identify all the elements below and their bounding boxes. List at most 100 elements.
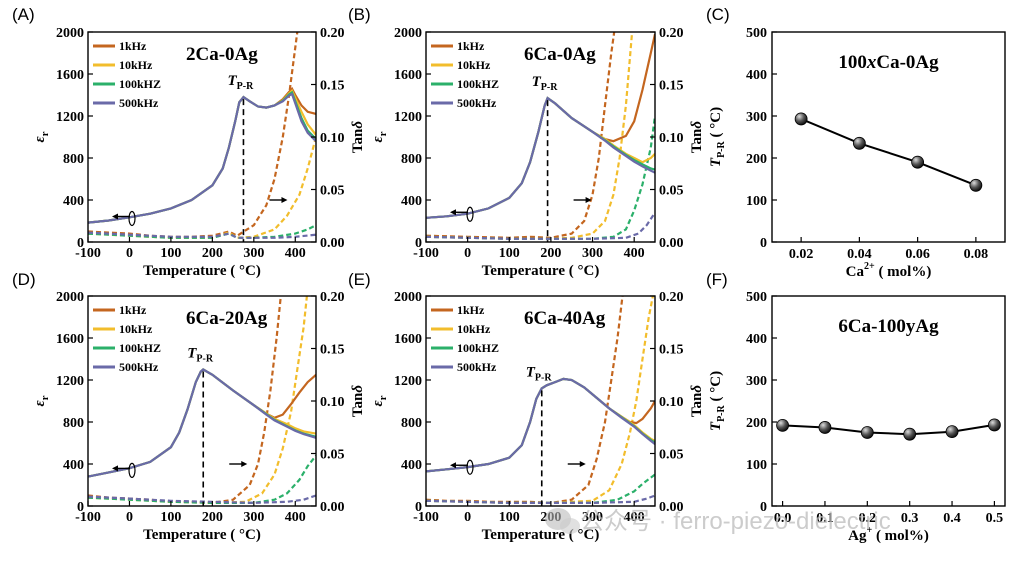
y-tick-label: 400 [401, 458, 422, 473]
eps-curve-500khz [426, 96, 655, 219]
x-tick-label: 0.4 [943, 511, 961, 526]
y2-tick-label: 0.00 [659, 236, 684, 251]
y2-tick-label: 0.00 [320, 236, 345, 251]
curves [88, 296, 316, 505]
x-tick-label: 0.1 [816, 511, 834, 526]
y-tick-label: 2000 [56, 290, 84, 305]
y-tick-label: 400 [63, 194, 84, 209]
y-tick-label: 800 [401, 152, 422, 167]
data-point [988, 418, 1001, 432]
x-tick-label: -100 [75, 510, 101, 525]
curves [426, 32, 655, 240]
x-tick-label: 0.0 [774, 511, 792, 526]
tan-curve-100khz [88, 454, 316, 504]
data-point [852, 136, 866, 150]
data-point [911, 155, 925, 169]
panel-label: (F) [706, 270, 728, 289]
y2-tick-label: 0.15 [659, 79, 684, 94]
x-tick-label: 400 [624, 510, 645, 525]
tpr-annotation: TP-R [532, 74, 559, 93]
y2-tick-label: 0.05 [320, 448, 345, 463]
curves [426, 296, 655, 505]
x-tick-label: 200 [202, 246, 223, 261]
data-point [794, 112, 808, 126]
x-axis-label: Ca2+ ( mol%) [846, 261, 932, 280]
y-tick-label: 0 [415, 236, 422, 251]
data-point [860, 426, 874, 439]
y-axis-label: TP-R ( °C) [708, 107, 727, 167]
tpr-annotation: TP-R [227, 73, 254, 92]
tan-axis-arrowhead [579, 461, 586, 467]
x-tick-label: 300 [243, 246, 264, 261]
y-tick-label: 1200 [56, 110, 84, 125]
y2-tick-label: 0.20 [320, 290, 345, 305]
y2-tick-label: 0.10 [320, 131, 345, 146]
x-tick-label: -100 [75, 246, 101, 261]
x-tick-label: 0.2 [859, 511, 877, 526]
eps-axis-arrowhead [112, 213, 118, 220]
x-tick-label: -100 [413, 510, 439, 525]
chart-title: 100xCa-0Ag [838, 52, 939, 73]
y2-tick-label: 0.15 [659, 343, 684, 358]
x-tick-label: 100 [499, 246, 520, 261]
y-tick-label: 300 [746, 110, 767, 125]
legend-label: 100kHZ [119, 341, 161, 355]
y2-tick-label: 0.10 [659, 395, 684, 410]
eps-curve-100khz [88, 90, 316, 224]
legend-label: 1kHz [457, 39, 485, 53]
y2-tick-label: 0.00 [320, 500, 345, 515]
y-tick-label: 800 [63, 416, 84, 431]
tan-curve-500khz [426, 211, 655, 240]
tan-curve-1khz [88, 296, 282, 505]
panel-a: (A)-100 0 100 200 300 40004008001200160020000… [12, 5, 366, 279]
x-tick-label: 200 [202, 510, 223, 525]
tpr-annotation: TP-R [526, 364, 553, 383]
legend-label: 1kHz [119, 39, 147, 53]
y2-tick-label: 0.20 [659, 290, 684, 305]
eps-curve-10khz [88, 88, 316, 224]
x-axis-label: Ag+ ( mol%) [848, 525, 929, 544]
eps-curve-500khz [88, 92, 316, 224]
trend-line [782, 423, 995, 436]
wechat-icon [545, 508, 580, 534]
x-tick-label: 0.5 [986, 511, 1004, 526]
y2-axis-label: Tanδ [689, 385, 705, 417]
y2-tick-label: 0.05 [659, 448, 684, 463]
y-tick-label: 400 [63, 458, 84, 473]
y-tick-label: 1600 [56, 68, 84, 83]
y-tick-label: 200 [746, 152, 767, 167]
y-tick-label: 0 [415, 500, 422, 515]
x-tick-label: 0 [126, 510, 133, 525]
x-tick-label: 100 [499, 510, 520, 525]
y2-tick-label: 0.15 [320, 79, 345, 94]
panel-e: (E)-100010020030040004008001200160020000… [348, 270, 705, 543]
x-tick-label: 0 [464, 510, 471, 525]
y-tick-label: 2000 [56, 26, 84, 41]
y-tick-label: 400 [746, 332, 767, 347]
x-axis-label: Temperature ( °C) [143, 263, 261, 279]
y-tick-label: 1200 [56, 374, 84, 389]
eps-curve-circle [466, 459, 474, 475]
wechat-icon-bubble-small [560, 518, 580, 534]
y2-tick-label: 0.20 [659, 26, 684, 41]
x-tick-label: 0.06 [905, 247, 930, 262]
panel-label: (E) [348, 270, 371, 289]
y-tick-label: 1200 [394, 110, 422, 125]
tan-curve-500khz [88, 231, 316, 239]
eps-curve-circle [466, 206, 474, 222]
tan-curve-500khz [88, 494, 316, 505]
y-axis-label: εr [32, 395, 51, 406]
panel-b: (B)-100 0 100 200 300 40004008001200160020000… [348, 5, 705, 279]
y-tick-label: 500 [746, 26, 767, 41]
y-tick-label: 1600 [56, 332, 84, 347]
y-tick-label: 1200 [394, 374, 422, 389]
legend-label: 500kHz [457, 360, 497, 374]
y-tick-label: 0 [77, 236, 84, 251]
y2-tick-label: 0.20 [320, 26, 345, 41]
tan-curve-100khz [426, 473, 655, 504]
x-tick-label: 400 [285, 510, 306, 525]
x-axis-label: Temperature ( °C) [482, 263, 600, 279]
y-tick-label: 100 [746, 194, 767, 209]
y-axis-label: TP-R ( °C) [708, 371, 727, 431]
